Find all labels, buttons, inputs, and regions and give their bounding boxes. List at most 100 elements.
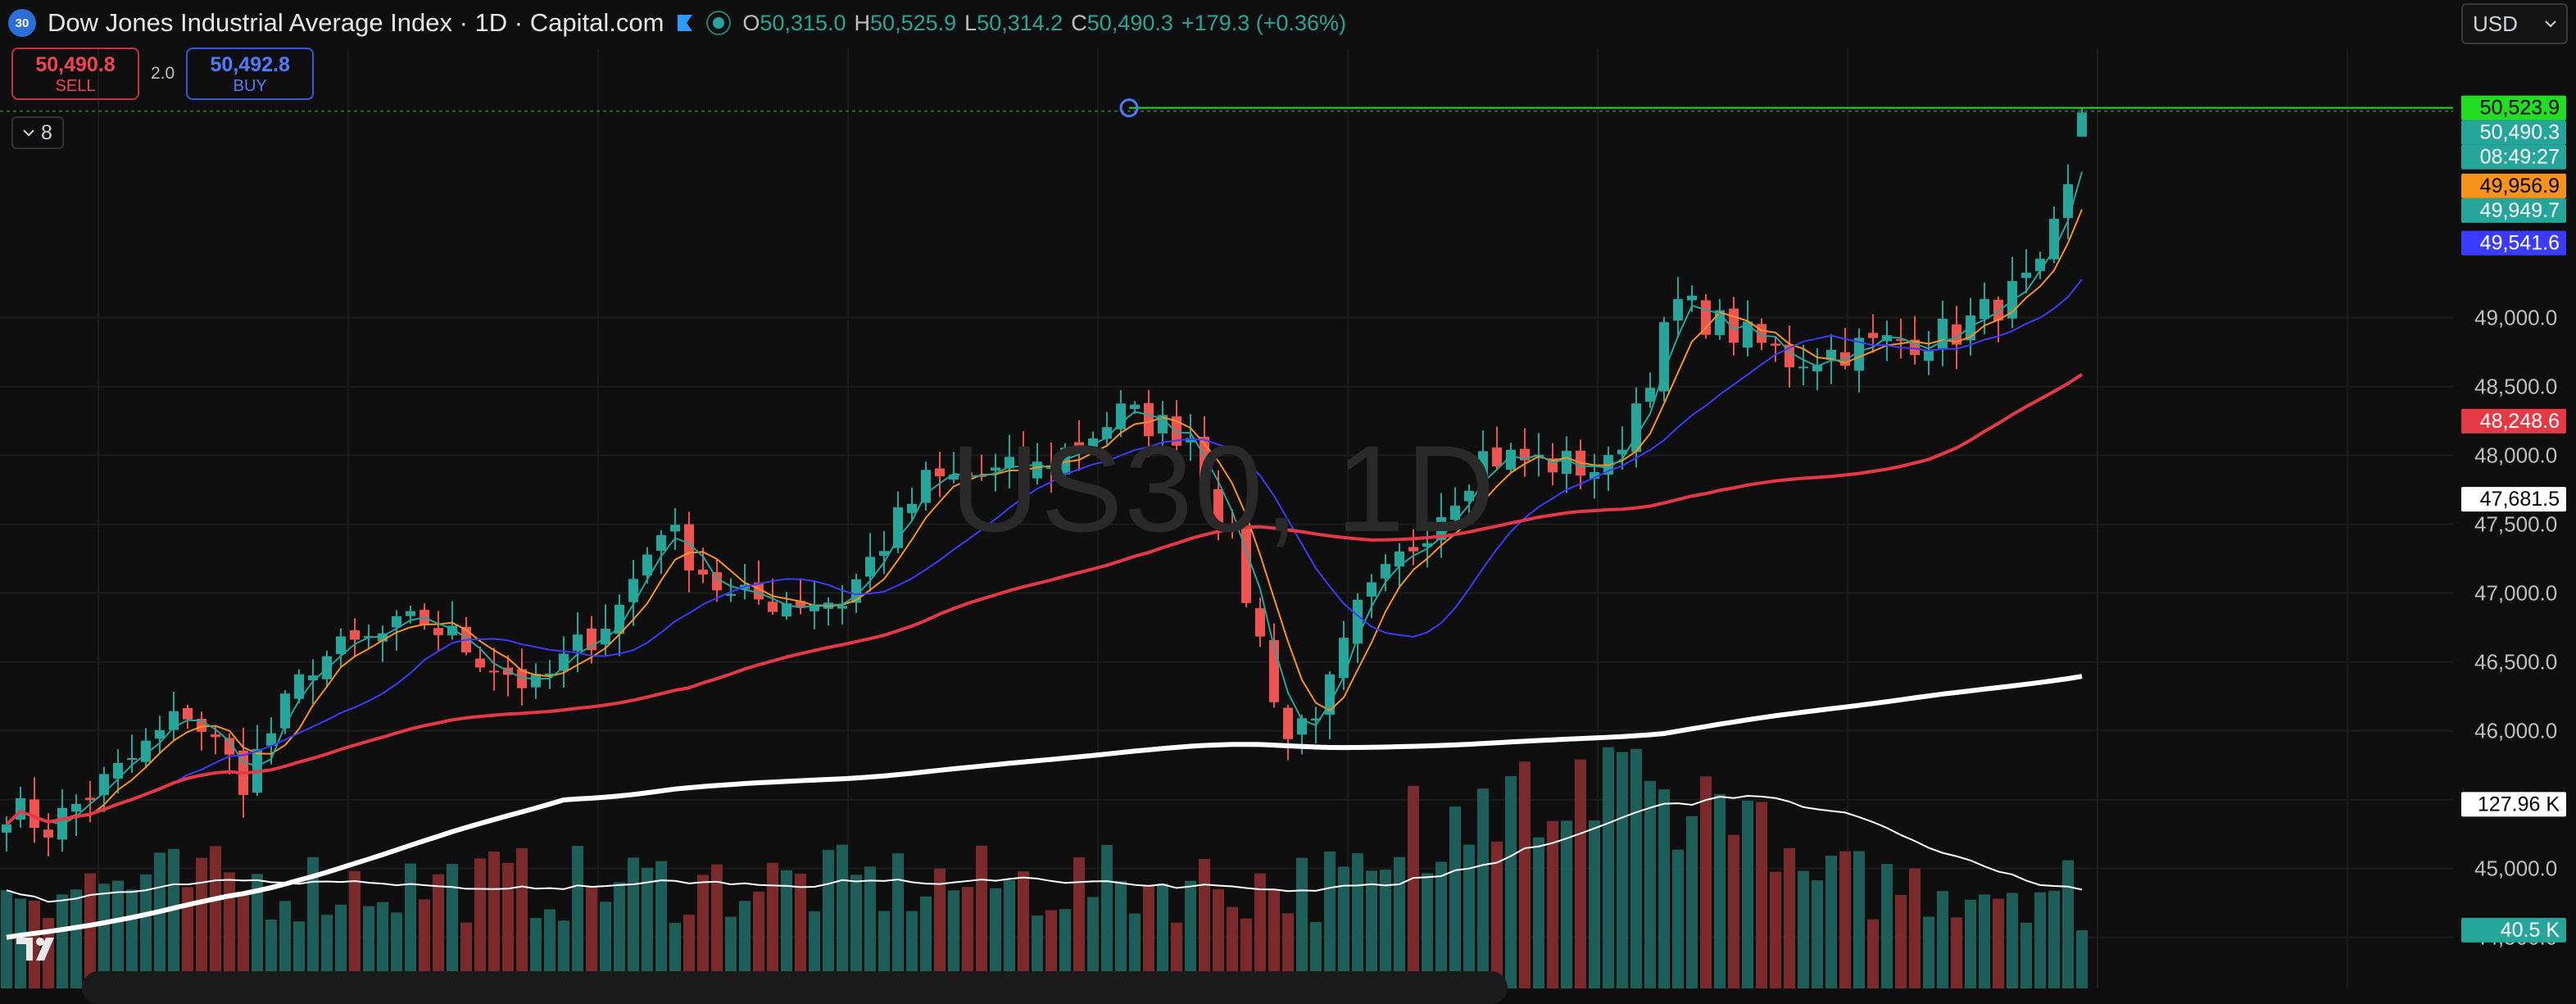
candle — [1074, 420, 1084, 471]
candle — [1617, 426, 1627, 470]
candle-body — [1617, 449, 1627, 455]
market-status-icon[interactable] — [706, 11, 732, 35]
symbol-title[interactable]: Dow Jones Industrial Average Index · 1D … — [48, 8, 664, 37]
volume-bar — [697, 875, 709, 988]
spread-value: 2.0 — [151, 64, 175, 83]
volume-bar — [2048, 890, 2060, 988]
volume-bar — [767, 862, 778, 988]
volume-bar — [1742, 800, 1753, 988]
candle-body — [991, 467, 1000, 471]
tradingview-logo-icon[interactable] — [15, 933, 69, 965]
price-axis-badge: 48,248.6 — [2461, 408, 2566, 434]
candle — [211, 726, 220, 755]
candle-body — [43, 829, 53, 838]
flag-icon[interactable] — [675, 13, 695, 33]
candle-body — [893, 507, 903, 548]
volume-bar — [934, 868, 946, 988]
candle-body — [726, 593, 736, 596]
candle-body — [1116, 403, 1126, 429]
chart-header: 30 Dow Jones Industrial Average Index · … — [0, 0, 1346, 46]
volume-axis-badge: 40.5 K — [2461, 917, 2566, 943]
volume-bar — [1728, 834, 1739, 988]
volume-bar — [1227, 906, 1238, 988]
price-axis-badge-bg — [2461, 230, 2566, 256]
price-axis-badge-bg — [2461, 95, 2566, 120]
candle — [127, 734, 137, 774]
price-tick-label: 46,000.0 — [2474, 719, 2557, 743]
volume-bar — [349, 870, 361, 988]
candle — [336, 628, 346, 667]
candle — [183, 704, 193, 729]
candle-body — [1854, 338, 1864, 371]
volume-bar — [2020, 922, 2032, 988]
candle-body — [768, 602, 778, 612]
high-marker-circle[interactable] — [1119, 98, 1139, 118]
candle — [1255, 597, 1265, 647]
candle-body — [615, 604, 624, 634]
candle — [796, 578, 805, 615]
candle-body — [684, 524, 694, 571]
volume-bar — [725, 916, 737, 988]
volume-bar — [112, 880, 124, 988]
candle — [2077, 107, 2087, 137]
candle — [1506, 443, 1516, 474]
currency-select[interactable]: USD — [2461, 3, 2568, 44]
volume-bar — [1059, 909, 1071, 988]
candle — [294, 669, 304, 704]
candle — [280, 689, 290, 734]
candle-body — [1172, 416, 1181, 446]
symbol-badge[interactable]: 30 — [8, 9, 36, 37]
volume-bar — [920, 896, 932, 988]
candle-body — [211, 734, 220, 738]
candle — [2, 815, 11, 852]
candle-body — [1952, 324, 1961, 345]
volume-bar — [837, 844, 848, 988]
candle-body — [782, 603, 791, 617]
buy-button[interactable]: 50,492.8 BUY — [186, 48, 315, 100]
candle-body — [266, 733, 276, 746]
volume-bar — [57, 894, 68, 988]
candle-body — [1771, 343, 1780, 346]
candle — [266, 717, 276, 765]
price-tick-label: 47,500.0 — [2474, 512, 2557, 537]
sell-button[interactable]: 50,490.8 SELL — [11, 48, 139, 100]
volume-bar — [878, 911, 890, 988]
candle-body — [1687, 295, 1697, 301]
trade-panel: 50,490.8 SELL 2.0 50,492.8 BUY — [11, 48, 315, 100]
candle-body — [1311, 718, 1321, 721]
volume-bar — [1143, 885, 1154, 988]
price-axis-badge-bg — [2461, 198, 2566, 223]
volume-bar — [864, 866, 876, 988]
bottom-toolbar[interactable] — [82, 971, 1508, 1004]
volume-bar — [1923, 916, 1934, 988]
volume-bar — [307, 856, 319, 988]
candle — [545, 660, 555, 689]
candle-body — [1868, 333, 1878, 338]
volume-bar — [1018, 871, 1029, 988]
candle — [628, 560, 638, 626]
volume-bar — [906, 911, 918, 988]
candle-body — [433, 628, 443, 635]
candle — [601, 604, 610, 656]
volume-bar — [809, 911, 820, 988]
candle-body — [670, 525, 680, 532]
volume-bar — [252, 874, 263, 988]
volume-bar — [1589, 820, 1600, 988]
volume-bar — [1268, 888, 1280, 988]
volume-bar — [1839, 851, 1851, 988]
candle — [656, 529, 666, 575]
open-label: O — [742, 10, 760, 35]
candle — [1798, 344, 1808, 386]
candle — [197, 711, 206, 751]
indicators-toggle-button[interactable]: 8 — [11, 116, 64, 149]
volume-bar — [1087, 897, 1099, 988]
volume-bar — [1296, 857, 1308, 988]
candle — [1757, 318, 1766, 351]
candle — [698, 547, 708, 584]
volume-bar — [502, 862, 514, 988]
volume-bar — [586, 885, 597, 988]
candle-body — [1060, 447, 1070, 475]
candles — [2, 107, 2087, 856]
volume-bar — [1909, 868, 1921, 988]
volume-axis-badge-label: 127.96 K — [2478, 793, 2560, 815]
